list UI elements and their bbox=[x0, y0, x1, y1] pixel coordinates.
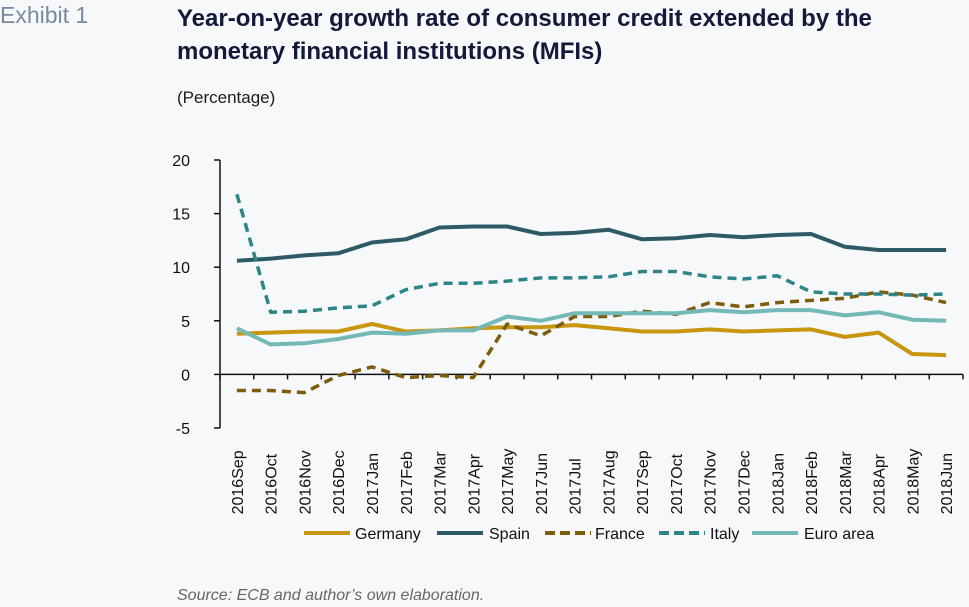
x-tick-label: 2017Jan bbox=[365, 453, 382, 514]
x-tick-label: 2017Aug bbox=[601, 450, 618, 514]
x-tick-label: 2016Nov bbox=[297, 450, 314, 514]
legend-item-italy: Italy bbox=[659, 526, 739, 543]
legend-label: France bbox=[595, 526, 645, 543]
series-line-germany bbox=[236, 322, 947, 358]
series-lines bbox=[235, 193, 947, 395]
y-tick-label: 15 bbox=[172, 207, 190, 224]
x-tick-label: 2017Feb bbox=[399, 451, 416, 514]
legend-item-euro-area: Euro area bbox=[752, 526, 874, 543]
source-note: Source: ECB and author’s own elaboration… bbox=[177, 587, 485, 604]
x-tick-label: 2016Dec bbox=[331, 450, 348, 514]
x-tick-label: 2018Feb bbox=[804, 451, 821, 514]
series-line-euro-area bbox=[236, 308, 947, 347]
legend-label: Euro area bbox=[804, 526, 874, 543]
x-tick-label: 2018Mar bbox=[838, 451, 855, 515]
x-tick-label: 2017Oct bbox=[669, 453, 686, 514]
legend-item-germany: Germany bbox=[304, 526, 421, 543]
y-tick-label: 20 bbox=[172, 153, 190, 170]
axes: -5 0 5 10 15 20 2016Sep 2016Oct 2016Nov 2016Dec 20… bbox=[172, 153, 964, 515]
x-tick-label: 2017Sep bbox=[635, 450, 652, 514]
series-line-spain bbox=[236, 224, 947, 263]
x-tick-label: 2017Nov bbox=[703, 450, 720, 514]
x-tick-label: 2018Jan bbox=[770, 453, 787, 514]
x-tick-label: 2016Sep bbox=[230, 450, 247, 514]
legend-label: Spain bbox=[489, 526, 530, 543]
legend-item-spain: Spain bbox=[437, 526, 530, 543]
x-tick-label: 2017Jun bbox=[534, 453, 551, 514]
x-tick-label: 2018Jun bbox=[939, 453, 956, 514]
series-line-france bbox=[236, 290, 947, 395]
x-tick-label: 2018Apr bbox=[872, 453, 889, 514]
y-tick-label: 10 bbox=[172, 260, 190, 277]
x-tick-label: 2017Apr bbox=[466, 453, 483, 514]
x-tick-label: 2016Oct bbox=[264, 453, 281, 514]
y-tick-label: 0 bbox=[181, 367, 190, 384]
legend: Germany Spain France Italy Euro area bbox=[304, 526, 874, 543]
y-tick-label: -5 bbox=[176, 421, 190, 438]
x-tick-label: 2018May bbox=[905, 449, 922, 515]
chart-subtitle: (Percentage) bbox=[177, 88, 276, 107]
legend-label: Germany bbox=[355, 526, 421, 543]
x-tick-label: 2017Mar bbox=[433, 451, 450, 515]
x-tick-label: 2017May bbox=[500, 449, 517, 515]
chart-title: Year-on-year growth rate of consumer cre… bbox=[177, 5, 872, 65]
y-tick-label: 5 bbox=[181, 314, 190, 331]
exhibit-label: Exhibit 1 bbox=[0, 2, 89, 28]
legend-label: Italy bbox=[710, 526, 739, 543]
x-tick-label: 2017Dec bbox=[736, 450, 753, 514]
x-tick-label: 2017Jul bbox=[568, 458, 585, 514]
legend-item-france: France bbox=[545, 526, 645, 543]
